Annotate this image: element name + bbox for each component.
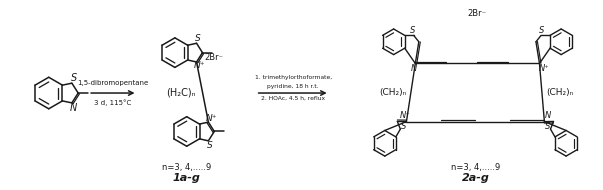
Text: S: S: [545, 122, 550, 131]
Text: N⁺: N⁺: [539, 64, 550, 73]
Text: N⁺: N⁺: [206, 114, 217, 123]
Text: N: N: [411, 64, 417, 73]
Text: S: S: [540, 26, 545, 35]
Text: pyridine, 18 h r.t.: pyridine, 18 h r.t.: [267, 84, 319, 89]
Text: (CH₂)ₙ: (CH₂)ₙ: [546, 88, 573, 97]
Text: S: S: [206, 141, 212, 150]
Text: S: S: [71, 73, 77, 83]
Text: 3 d, 115°C: 3 d, 115°C: [94, 100, 131, 106]
Text: S: S: [410, 26, 415, 35]
Text: 1. trimethylorthoformate,: 1. trimethylorthoformate,: [254, 75, 332, 80]
Text: 1a-g: 1a-g: [173, 173, 201, 183]
Text: n=3, 4,.....9: n=3, 4,.....9: [162, 163, 211, 172]
Text: S: S: [400, 122, 406, 131]
Text: (H₂C)ₙ: (H₂C)ₙ: [166, 87, 195, 97]
Text: 2. HOAc, 4.5 h, reflux: 2. HOAc, 4.5 h, reflux: [261, 95, 325, 101]
Text: (CH₂)ₙ: (CH₂)ₙ: [379, 88, 407, 97]
Text: S: S: [195, 34, 200, 43]
Text: 1,5-dibromopentane: 1,5-dibromopentane: [77, 80, 148, 86]
Text: 2Br⁻: 2Br⁻: [468, 9, 487, 18]
Text: N: N: [70, 103, 77, 113]
Text: 2a-g: 2a-g: [461, 173, 490, 183]
Text: n=3, 4,.....9: n=3, 4,.....9: [451, 163, 500, 172]
Text: N⁺: N⁺: [194, 61, 205, 70]
Text: 2Br⁻: 2Br⁻: [205, 53, 224, 62]
Text: N: N: [545, 111, 552, 120]
Text: N⁺: N⁺: [400, 111, 411, 120]
